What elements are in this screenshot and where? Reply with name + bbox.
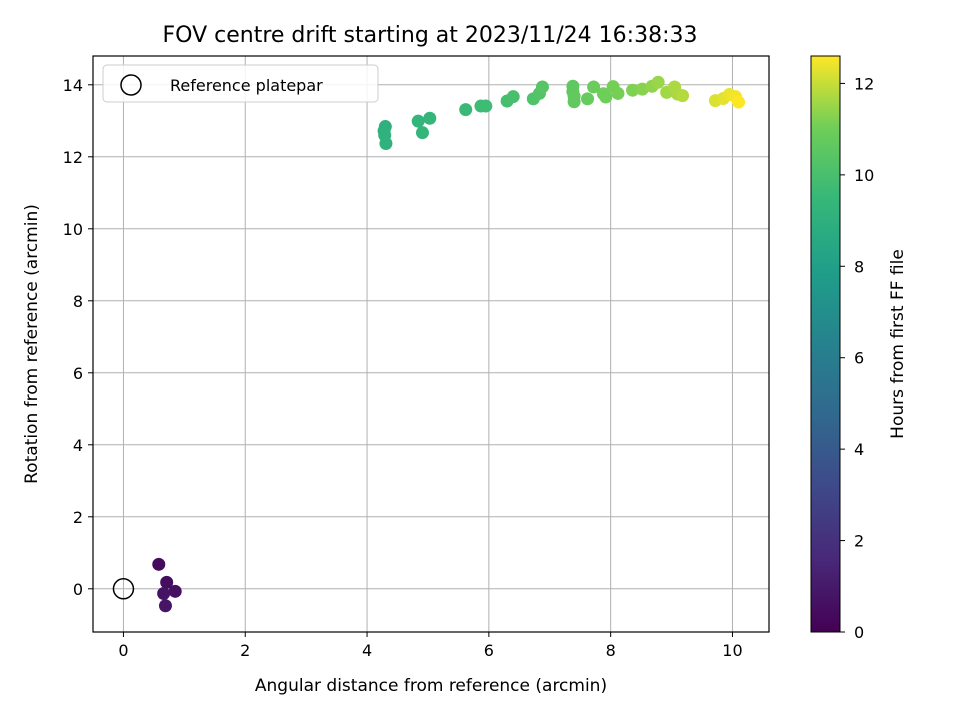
legend-entry-label: Reference platepar	[170, 76, 323, 95]
data-point	[535, 80, 549, 94]
y-tick-label: 14	[63, 76, 83, 95]
x-tick-label: 0	[118, 641, 128, 660]
data-point	[732, 95, 746, 109]
y-tick-label: 10	[63, 220, 83, 239]
data-point	[158, 599, 172, 613]
data-point	[459, 103, 473, 117]
data-point	[567, 95, 581, 109]
data-point	[152, 557, 166, 571]
colorbar-tick-label: 4	[854, 440, 864, 459]
data-point	[581, 92, 595, 106]
data-point	[635, 82, 649, 96]
x-tick-label: 6	[484, 641, 494, 660]
y-axis-ticks: 0 2 4 6 8 10 12 14	[63, 76, 93, 599]
chart-title: FOV centre drift starting at 2023/11/24 …	[163, 23, 698, 48]
x-tick-label: 2	[240, 641, 250, 660]
data-point	[626, 83, 640, 97]
colorbar-tick-label: 0	[854, 623, 864, 642]
data-point	[168, 584, 182, 598]
grid	[93, 56, 769, 632]
data-point	[676, 89, 690, 103]
x-axis-ticks: 0 2 4 6 8 10	[118, 632, 743, 660]
data-point	[379, 136, 393, 150]
y-tick-label: 12	[63, 148, 83, 167]
x-axis-label: Angular distance from reference (arcmin)	[255, 676, 607, 696]
colorbar-tick-label: 2	[854, 532, 864, 551]
data-point	[411, 114, 425, 128]
y-tick-label: 2	[73, 508, 83, 527]
data-point	[506, 90, 520, 104]
x-tick-label: 10	[722, 641, 742, 660]
y-axis-label: Rotation from reference (arcmin)	[22, 204, 42, 484]
data-point	[479, 99, 493, 113]
colorbar	[810, 55, 841, 633]
y-tick-label: 6	[73, 364, 83, 383]
colorbar-tick-label: 6	[854, 349, 864, 368]
data-point	[415, 126, 429, 140]
reference-platepar-marker	[112, 578, 135, 600]
data-point	[423, 111, 437, 125]
data-point	[157, 586, 171, 600]
y-tick-label: 4	[73, 436, 83, 455]
legend: Reference platepar	[102, 64, 379, 103]
data-point	[651, 75, 665, 89]
x-tick-label: 8	[606, 641, 616, 660]
colorbar-tick-label: 12	[854, 74, 874, 93]
y-tick-label: 0	[73, 580, 83, 599]
plot-area-frame	[92, 55, 770, 633]
x-tick-label: 4	[362, 641, 372, 660]
data-point	[160, 575, 174, 589]
legend-marker-icon	[120, 74, 142, 96]
colorbar-tick-label: 10	[854, 166, 874, 185]
data-point	[599, 90, 613, 104]
data-point	[587, 80, 601, 94]
data-points	[152, 75, 746, 613]
legend-box	[102, 64, 379, 103]
colorbar-tick-label: 8	[854, 257, 864, 276]
colorbar-label: Hours from first FF file	[888, 249, 908, 439]
data-point	[611, 86, 625, 100]
y-tick-label: 8	[73, 292, 83, 311]
colorbar-ticks: 0 2 4 6 8 10 12	[840, 74, 874, 642]
